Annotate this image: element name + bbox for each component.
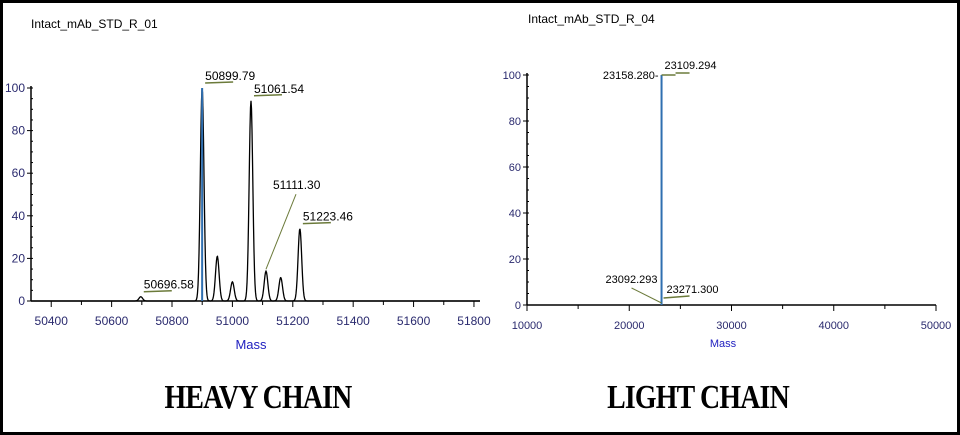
heavy-chain-plot: 0 20 40 60 80 100 50400 50600 50800 51000 51200 514… (5, 69, 491, 328)
heavy-x-axis-label: Mass (235, 337, 267, 352)
y-tick-label: 0 (515, 300, 521, 312)
peak-label: 51061.54 (254, 82, 304, 96)
x-tick-label: 50400 (35, 314, 69, 328)
peak-label: 50696.58 (144, 278, 194, 292)
y-tick-label: 40 (12, 209, 26, 223)
peak-label-underline (663, 295, 690, 299)
peak-label: 23109.294 (665, 60, 717, 72)
peak-label-underline (253, 94, 283, 97)
x-tick-label: 50000 (921, 320, 952, 332)
y-tick-label: 80 (12, 124, 26, 138)
light-x-axis-label: Mass (710, 338, 737, 350)
x-tick-label: 40000 (818, 320, 849, 332)
y-tick-label: 0 (18, 294, 25, 308)
peak-label-underline (302, 221, 331, 225)
peak-label: 51223.46 (303, 210, 353, 224)
x-tick-label: 51600 (397, 314, 431, 328)
peak-label: 23092.293 (606, 274, 658, 286)
heavy-chart-title: Intact_mAb_STD_R_01 (31, 17, 158, 31)
x-tick-label: 50800 (155, 314, 189, 328)
peak-label-underline (143, 289, 172, 293)
y-tick-label: 20 (509, 254, 521, 266)
y-tick-label: 100 (503, 70, 521, 82)
x-tick-label: 51000 (216, 314, 250, 328)
light-chain-caption: LIGHT CHAIN (607, 379, 790, 416)
y-tick-label: 60 (12, 166, 26, 180)
light-chain-plot: 0 20 40 60 80 100 10000 20000 30000 40000 50000 231… (503, 60, 952, 332)
spectrum-trace (31, 88, 480, 302)
peak-label-leader (265, 193, 297, 270)
x-tick-label: 20000 (614, 320, 645, 332)
x-tick-label: 30000 (716, 320, 747, 332)
heavy-chain-caption: HEAVY CHAIN (164, 379, 353, 416)
y-tick-label: 60 (509, 162, 521, 174)
x-tick-label: 10000 (512, 320, 543, 332)
peak-label-leader (631, 287, 662, 304)
y-tick-label: 20 (12, 251, 26, 265)
charts-canvas: Intact_mAb_STD_R_01 Intact_mAb_STD_R_04 … (5, 12, 952, 352)
peak-label: 50899.79 (205, 69, 255, 83)
peak-label-underline (205, 81, 234, 84)
peak-label: 23158.280- (603, 70, 659, 82)
y-tick-label: 80 (509, 116, 521, 128)
x-tick-label: 51400 (336, 314, 370, 328)
peak-label: 23271.300 (667, 284, 719, 296)
y-tick-label: 40 (509, 208, 521, 220)
y-tick-label: 100 (5, 81, 25, 95)
x-tick-label: 51200 (276, 314, 310, 328)
peak-label: 51111.30 (273, 178, 321, 192)
x-tick-label: 51800 (457, 314, 491, 328)
x-tick-label: 50600 (95, 314, 129, 328)
light-chart-title: Intact_mAb_STD_R_04 (528, 12, 655, 26)
